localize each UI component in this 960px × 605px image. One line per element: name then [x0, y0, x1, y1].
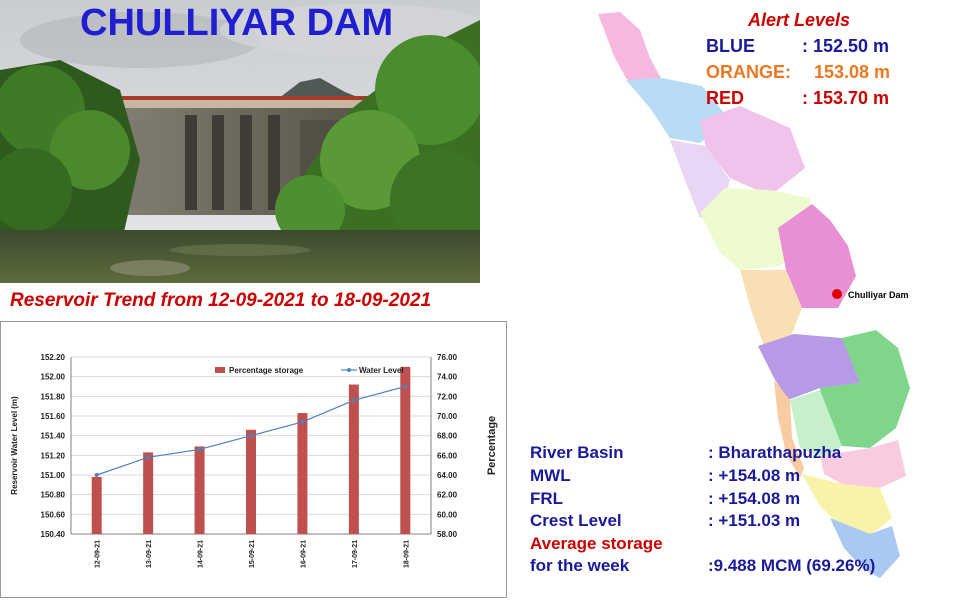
dam-location-label: Chulliyar Dam	[848, 290, 909, 300]
y-right-tick-label: 66.00	[437, 451, 458, 460]
y-left-tick-label: 152.00	[41, 373, 66, 382]
crest-level-value: : +151.03 m	[708, 511, 801, 530]
x-tick-label: 12-09-21	[95, 540, 102, 568]
mwl-label: MWL	[530, 466, 571, 485]
point-water-level	[94, 473, 99, 477]
alert-levels-title: Alert Levels	[748, 10, 851, 30]
point-water-level	[351, 398, 356, 403]
alert-blue: BLUE : 152.50 m	[706, 36, 889, 57]
alert-red: RED : 153.70 m	[706, 88, 889, 109]
alert-red-label: RED	[706, 88, 745, 108]
y-right-tick-label: 76.00	[437, 353, 458, 362]
dam-photo-illustration	[0, 0, 480, 283]
x-tick-label: 16-09-21	[300, 540, 307, 568]
y-right-tick-label: 58.00	[437, 530, 458, 539]
point-water-level	[146, 455, 151, 460]
bar-percentage-storage	[143, 452, 154, 534]
district-pathanamthitta	[820, 440, 906, 488]
district-thrissur	[740, 270, 802, 346]
average-storage-value: :9.488 MCM (69.26%)	[708, 556, 876, 575]
y-left-tick-label: 150.60	[41, 510, 66, 519]
bar-percentage-storage	[91, 476, 102, 534]
district-kasaragod	[598, 12, 662, 94]
alert-orange-value: 153.08 m	[814, 62, 891, 82]
y-left-tick-label: 151.60	[41, 412, 66, 421]
point-water-level	[300, 419, 305, 424]
district-palakkad	[778, 204, 856, 308]
y-left-tick-label: 150.80	[41, 491, 66, 500]
district-kollam	[802, 474, 892, 536]
y-right-tick-label: 70.00	[437, 412, 458, 421]
y-right-tick-label: 72.00	[437, 392, 458, 401]
y-left-axis-title: Reservoir Water Level (m)	[10, 396, 19, 495]
alert-orange: ORANGE: 153.08 m	[706, 62, 890, 83]
district-alappuzha	[774, 380, 804, 478]
alert-orange-label: ORANGE:	[706, 62, 791, 82]
bar-percentage-storage	[400, 366, 411, 534]
district-ernakulam	[758, 334, 870, 400]
legend-swatch-percentage-storage	[215, 367, 225, 373]
x-tick-label: 13-09-21	[146, 540, 153, 568]
district-thiruvananthapuram	[830, 518, 900, 578]
reservoir-chart: 150.40 150.60 150.80 151.00 151.20 151.40 151.…	[0, 321, 507, 598]
y-left-tick-label: 152.20	[41, 353, 66, 362]
y-right-tick-label: 62.00	[437, 491, 458, 500]
y-right-tick-label: 60.00	[437, 510, 458, 519]
dam-photo: CHULLIYAR DAM	[0, 0, 480, 283]
y-right-axis-title: Percentage	[486, 416, 498, 475]
bar-percentage-storage	[194, 446, 205, 534]
average-storage-label: Average storage	[530, 534, 663, 553]
y-right-tick-label: 64.00	[437, 471, 458, 480]
district-idukki	[820, 330, 910, 448]
district-wayanad	[700, 106, 805, 196]
trend-title: Reservoir Trend from 12-09-2021 to 18-09…	[10, 290, 432, 311]
point-water-level	[403, 384, 408, 389]
y-left-tick-label: 151.20	[41, 451, 66, 460]
dam-location-marker	[832, 289, 842, 299]
kerala-map-svg: Chulliyar Dam	[598, 12, 910, 578]
point-water-level	[197, 447, 202, 452]
x-tick-label: 18-09-21	[403, 540, 410, 568]
bar-percentage-storage	[246, 429, 256, 534]
y-left-tick-label: 150.40	[41, 530, 66, 539]
x-tick-label: 15-09-21	[249, 540, 256, 568]
district-kottayam	[790, 390, 842, 458]
point-water-level	[249, 433, 253, 438]
kerala-map: Chulliyar Dam	[580, 8, 960, 600]
frl-label: FRL	[530, 489, 564, 508]
river-basin-value: : Bharathapuzha	[708, 443, 842, 462]
river-basin-label: River Basin	[530, 443, 624, 462]
y-left-tick-label: 151.80	[41, 392, 66, 401]
reservoir-chart-svg: 150.40 150.60 150.80 151.00 151.20 151.40 151.…	[10, 353, 498, 568]
bar-percentage-storage	[297, 413, 308, 534]
frl-value: : +154.08 m	[708, 489, 801, 508]
alert-blue-value: : 152.50 m	[802, 36, 890, 56]
alert-red-value: : 153.70 m	[802, 88, 890, 108]
y-right-tick-label: 74.00	[437, 373, 458, 382]
y-left-tick-label: 151.40	[41, 432, 66, 441]
crest-level-label: Crest Level	[530, 511, 622, 530]
alert-blue-label: BLUE	[706, 36, 755, 56]
legend-marker-water-level	[347, 368, 351, 372]
legend-label-percentage-storage: Percentage storage	[229, 366, 304, 375]
bar-percentage-storage	[348, 384, 359, 534]
x-tick-label: 17-09-21	[352, 540, 359, 568]
for-the-week-label: for the week	[530, 556, 630, 575]
dam-title: CHULLIYAR DAM	[80, 2, 394, 44]
legend-label-water-level: Water Level	[359, 366, 404, 375]
mwl-value: : +154.08 m	[708, 466, 801, 485]
x-tick-label: 14-09-21	[198, 540, 205, 568]
y-left-tick-label: 151.00	[41, 471, 66, 480]
y-right-tick-label: 68.00	[437, 432, 458, 441]
